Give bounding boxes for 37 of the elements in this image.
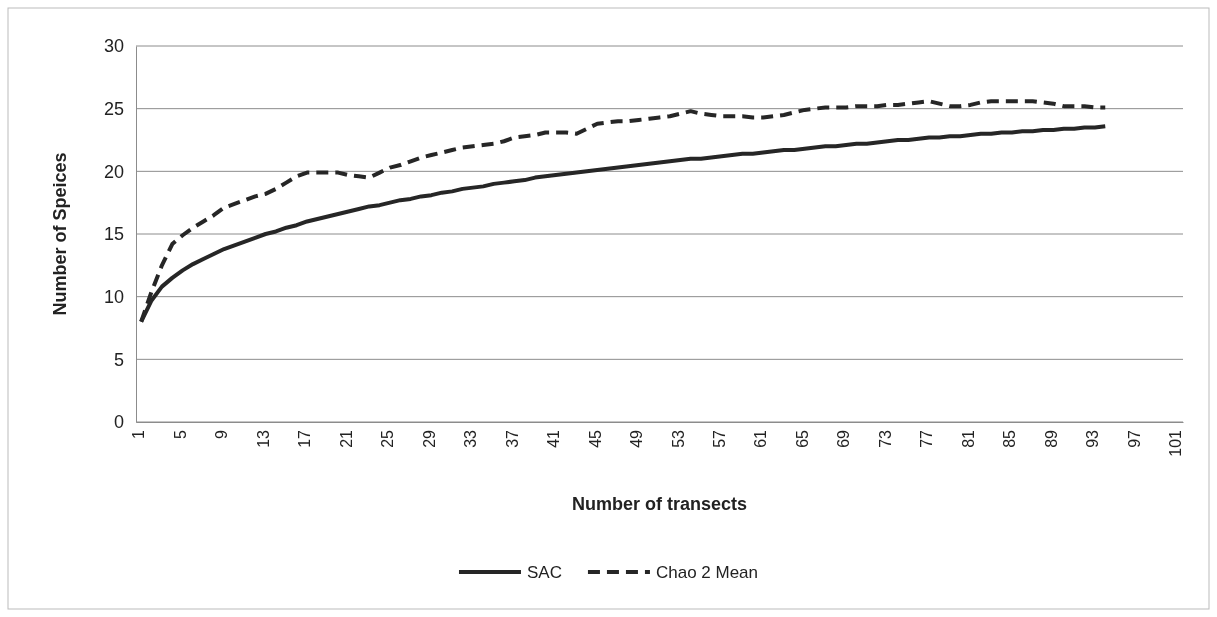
x-tick-label: 61: [752, 429, 770, 448]
x-tick-label: 85: [1001, 429, 1019, 448]
x-tick-label: 81: [959, 429, 977, 448]
x-tick-label: 93: [1084, 429, 1102, 448]
x-tick-label: 69: [835, 429, 853, 448]
x-tick-label: 97: [1125, 429, 1143, 448]
x-tick-label: 21: [337, 429, 355, 448]
y-tick-label: 25: [103, 98, 124, 119]
x-tick-label: 13: [254, 429, 272, 448]
x-tick-label: 41: [545, 429, 563, 448]
y-axis-title: Number of Speices: [50, 152, 70, 316]
x-tick-label: 65: [793, 429, 811, 448]
legend-label: Chao 2 Mean: [655, 563, 759, 582]
x-tick-label: 25: [379, 429, 397, 448]
x-tick-label: 1: [130, 429, 148, 439]
y-tick-label: 20: [103, 161, 124, 182]
y-tick-label: 30: [103, 36, 124, 57]
x-tick-label: 77: [918, 429, 936, 448]
x-tick-label: 101: [1167, 429, 1185, 457]
x-tick-label: 33: [462, 429, 480, 448]
x-tick-label: 89: [1042, 429, 1060, 448]
x-tick-label: 37: [503, 429, 521, 448]
x-tick-label: 5: [171, 429, 189, 439]
x-tick-label: 53: [669, 429, 687, 448]
x-tick-label: 73: [876, 429, 894, 448]
x-tick-label: 9: [213, 429, 231, 439]
y-tick-label: 5: [113, 349, 124, 370]
x-tick-label: 29: [420, 429, 438, 448]
x-tick-label: 49: [628, 429, 646, 448]
y-tick-label: 10: [103, 286, 124, 307]
y-tick-label: 0: [113, 412, 124, 433]
x-tick-label: 57: [711, 429, 728, 448]
x-axis-title: Number of transects: [571, 494, 748, 514]
x-tick-label: 17: [296, 429, 314, 448]
legend-label: SAC: [526, 563, 562, 582]
x-tick-label: 45: [586, 429, 604, 448]
y-tick-label: 15: [103, 224, 124, 245]
